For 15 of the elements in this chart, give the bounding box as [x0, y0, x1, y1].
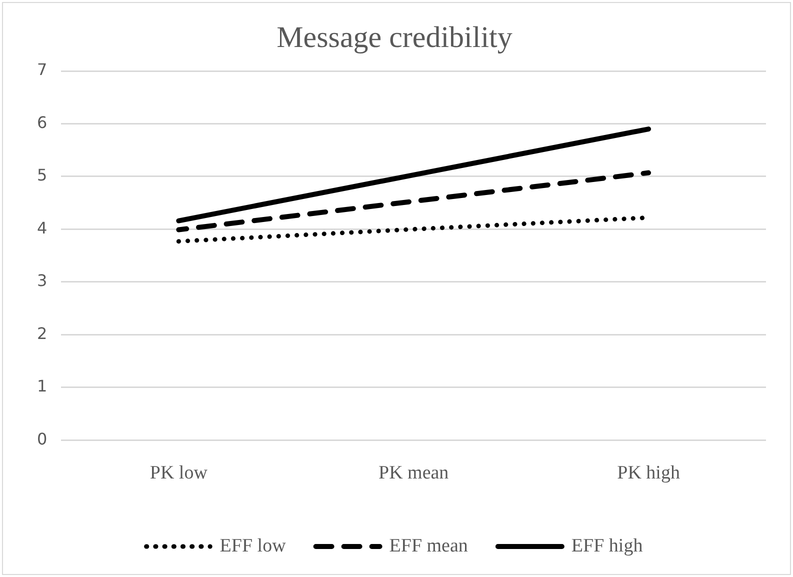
y-tick-label: 6	[36, 112, 48, 132]
y-tick-label: 3	[36, 271, 48, 290]
y-tick-label: 7	[36, 60, 48, 80]
legend-label: EFF high	[571, 535, 644, 556]
y-tick-label: 0	[36, 429, 48, 448]
chart-title: Message credibility	[276, 20, 512, 54]
x-tick-label: PK low	[150, 462, 208, 484]
x-tick-label: PK mean	[378, 462, 450, 484]
legend-label: EFF mean	[389, 535, 468, 556]
y-tick-label: 2	[36, 324, 48, 343]
y-tick-label: 1	[36, 376, 48, 396]
x-tick-label: PK high	[617, 462, 680, 484]
y-tick-label: 5	[36, 166, 48, 185]
legend-label: EFF low	[220, 535, 286, 556]
y-tick-label: 4	[36, 218, 48, 238]
